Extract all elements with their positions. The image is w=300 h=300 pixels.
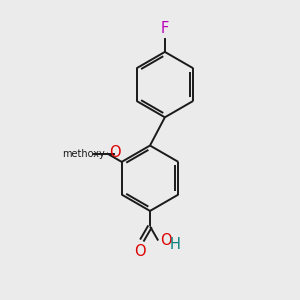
Text: O: O	[134, 244, 145, 259]
Text: O: O	[160, 233, 172, 248]
Text: O: O	[110, 145, 121, 160]
Text: methoxy: methoxy	[62, 149, 105, 159]
Text: F: F	[161, 22, 169, 37]
Text: H: H	[169, 237, 180, 252]
